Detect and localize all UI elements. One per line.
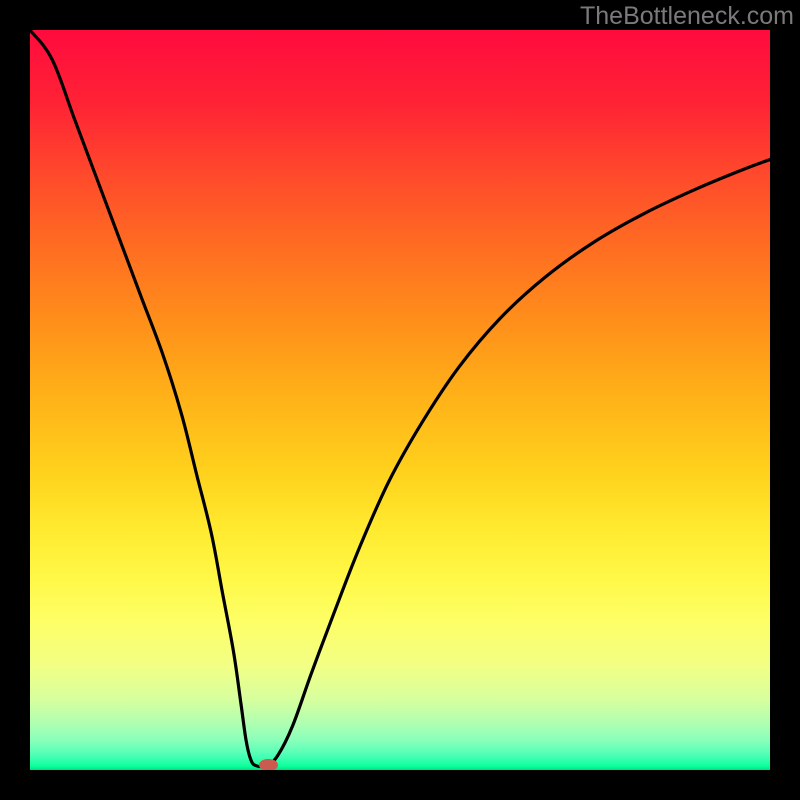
watermark-text: TheBottleneck.com	[580, 2, 794, 31]
plot-area	[30, 30, 770, 770]
optimum-marker	[259, 759, 278, 770]
curve-path	[30, 30, 770, 767]
bottleneck-curve	[30, 30, 770, 770]
